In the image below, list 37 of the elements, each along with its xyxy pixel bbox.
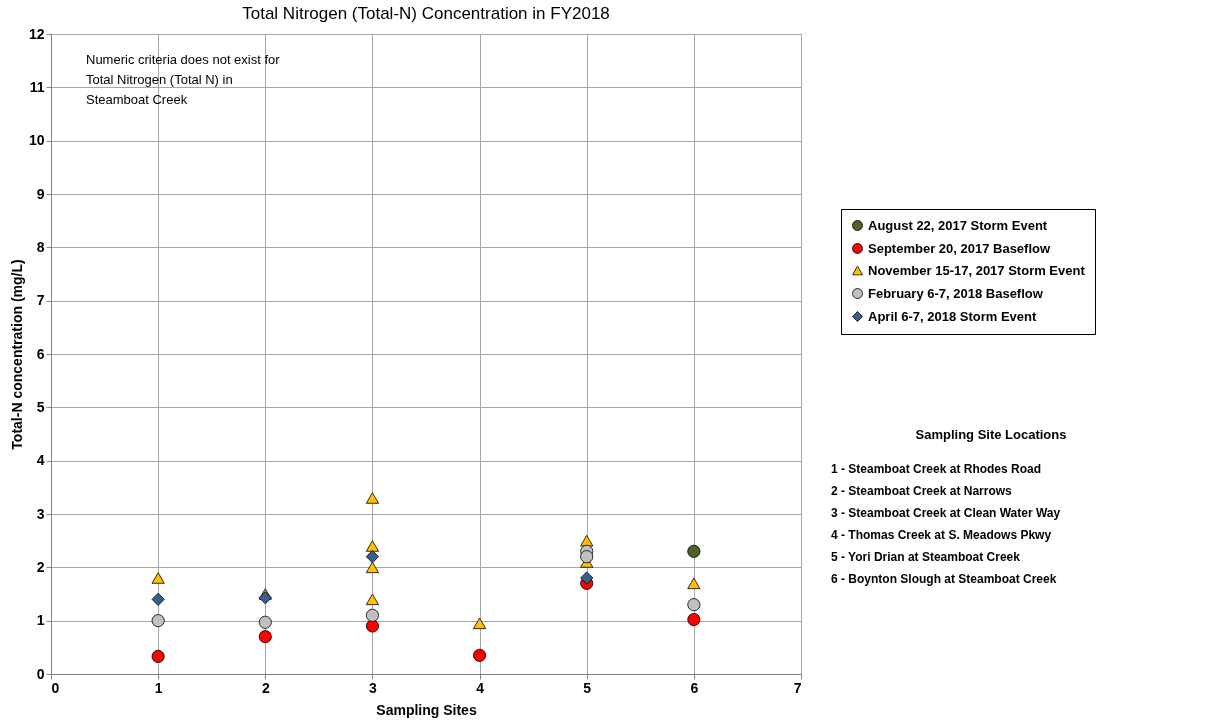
y-axis-title: Total-N concentration (mg/L) bbox=[8, 259, 25, 450]
x-tick-label: 6 bbox=[690, 679, 699, 696]
text: 4 - Thomas Creek at S. Meadows Pkwy bbox=[831, 528, 1052, 542]
legend-label: November 15-17, 2017 Storm Event bbox=[868, 262, 1086, 278]
text: Sampling Site Locations bbox=[915, 427, 1067, 442]
text: 3 - Steamboat Creek at Clean Water Way bbox=[831, 506, 1061, 520]
y-tick-label: 9 bbox=[36, 185, 45, 202]
y-tick-label: 12 bbox=[28, 25, 45, 42]
x-tick-label: 4 bbox=[476, 679, 485, 696]
y-tick-label: 10 bbox=[28, 132, 45, 149]
x-tick-label: 7 bbox=[793, 679, 802, 696]
y-tick-label: 6 bbox=[36, 345, 45, 362]
legend-label: August 22, 2017 Storm Event bbox=[868, 217, 1048, 233]
chart-title: Total Nitrogen (Total-N) Concentration in FY2018 bbox=[242, 4, 610, 23]
y-tick-label: 3 bbox=[36, 505, 45, 522]
y-tick-label: 0 bbox=[36, 665, 45, 682]
y-tick-label: 7 bbox=[36, 292, 45, 309]
legend-label: September 20, 2017 Baseflow bbox=[868, 240, 1051, 256]
x-tick-label: 3 bbox=[369, 679, 378, 696]
text: 2 - Steamboat Creek at Narrows bbox=[831, 484, 1013, 498]
y-tick-label: 2 bbox=[36, 558, 45, 575]
x-tick-label: 5 bbox=[583, 679, 592, 696]
legend-label: April 6-7, 2018 Storm Event bbox=[868, 308, 1038, 324]
x-axis-title: Sampling Sites bbox=[376, 701, 477, 718]
text: 6 - Boynton Slough at Steamboat Creek bbox=[831, 572, 1057, 586]
x-tick-label: 2 bbox=[261, 679, 270, 696]
text: 5 - Yori Drian at Steamboat Creek bbox=[831, 550, 1021, 564]
y-tick-label: 11 bbox=[29, 78, 45, 95]
text: 1 - Steamboat Creek at Rhodes Road bbox=[831, 462, 1042, 476]
y-tick-label: 5 bbox=[36, 398, 45, 415]
y-tick-label: 4 bbox=[36, 452, 45, 469]
y-tick-label: 8 bbox=[36, 238, 45, 255]
y-tick-label: 1 bbox=[36, 612, 45, 629]
x-tick-label: 0 bbox=[51, 679, 60, 696]
legend-label: February 6-7, 2018 Baseflow bbox=[868, 285, 1044, 301]
x-tick-label: 1 bbox=[154, 679, 163, 696]
annotation: Numeric criteria does not exist for Total Nitrogen (Total N) in Steamboat Creek bbox=[86, 52, 281, 107]
